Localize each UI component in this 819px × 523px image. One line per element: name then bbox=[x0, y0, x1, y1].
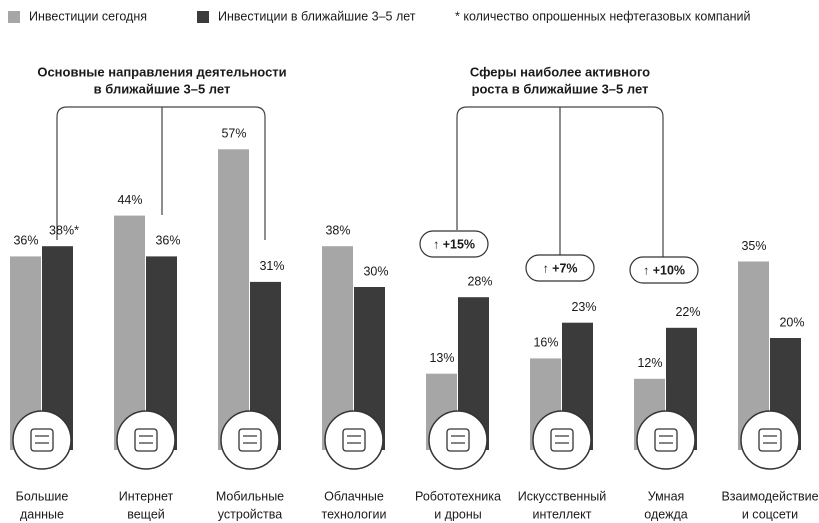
category-label: и дроны bbox=[434, 507, 482, 521]
group-title: Сферы наиболее активного bbox=[470, 64, 650, 79]
icon bbox=[220, 410, 280, 470]
icon-glyph bbox=[550, 428, 574, 452]
icon-glyph bbox=[654, 428, 678, 452]
footnote: * количество опрошенных нефтегазовых ком… bbox=[455, 9, 751, 23]
value-label: 36% bbox=[155, 234, 180, 248]
icon bbox=[116, 410, 176, 470]
icon-glyph bbox=[342, 428, 366, 452]
icon-glyph bbox=[238, 428, 262, 452]
value-label: 36% bbox=[13, 234, 38, 248]
legend-swatch bbox=[197, 11, 209, 23]
value-label: 13% bbox=[429, 351, 454, 365]
category-label: Искусственный bbox=[518, 489, 606, 503]
value-label: 35% bbox=[741, 239, 766, 253]
growth-badge bbox=[419, 230, 489, 258]
group-title: роста в ближайшие 3–5 лет bbox=[472, 81, 649, 96]
growth-badge-label: ↑ +10% bbox=[643, 263, 685, 277]
legend-label: Инвестиции сегодня bbox=[29, 9, 147, 23]
value-label: 31% bbox=[259, 259, 284, 273]
bracket bbox=[56, 106, 266, 240]
value-label: 57% bbox=[221, 127, 246, 141]
icon-glyph bbox=[30, 428, 54, 452]
category-label: интеллект bbox=[533, 507, 592, 521]
icon-glyph bbox=[446, 428, 470, 452]
legend-label: Инвестиции в ближайшие 3–5 лет bbox=[218, 9, 416, 23]
icon bbox=[740, 410, 800, 470]
value-label: 30% bbox=[363, 264, 388, 278]
value-label: 28% bbox=[467, 274, 492, 288]
category-label: Интернет bbox=[119, 489, 174, 503]
icon bbox=[532, 410, 592, 470]
value-label: 38% bbox=[325, 223, 350, 237]
value-label: 22% bbox=[675, 305, 700, 319]
value-label: 44% bbox=[117, 193, 142, 207]
category-label: устройства bbox=[218, 507, 282, 521]
category-label: Облачные bbox=[324, 489, 384, 503]
category-label: Мобильные bbox=[216, 489, 284, 503]
icon-glyph bbox=[758, 428, 782, 452]
category-label: вещей bbox=[127, 507, 165, 521]
growth-badge-label: ↑ +15% bbox=[433, 237, 475, 251]
value-label: 23% bbox=[571, 300, 596, 314]
category-label: Большие bbox=[16, 489, 69, 503]
icon bbox=[428, 410, 488, 470]
legend-swatch bbox=[8, 11, 20, 23]
category-label: и соцсети bbox=[742, 507, 798, 521]
value-label: 20% bbox=[779, 315, 804, 329]
category-label: Умная bbox=[648, 489, 685, 503]
growth-badge bbox=[629, 256, 699, 284]
category-label: технологии bbox=[321, 507, 386, 521]
icon bbox=[12, 410, 72, 470]
growth-badge bbox=[525, 254, 595, 282]
group-title: в ближайшие 3–5 лет bbox=[94, 81, 231, 96]
value-label: 12% bbox=[637, 356, 662, 370]
icon bbox=[636, 410, 696, 470]
bracket bbox=[456, 106, 664, 257]
icon-glyph bbox=[134, 428, 158, 452]
group-title: Основные направления деятельности bbox=[37, 64, 286, 79]
value-label: 38%* bbox=[49, 223, 79, 237]
value-label: 16% bbox=[533, 336, 558, 350]
bar bbox=[218, 149, 249, 451]
category-label: данные bbox=[20, 507, 64, 521]
category-label: Взаимодействие bbox=[721, 489, 818, 503]
category-label: Робототехника bbox=[415, 489, 501, 503]
growth-badge-label: ↑ +7% bbox=[542, 261, 577, 275]
category-label: одежда bbox=[644, 507, 687, 521]
icon bbox=[324, 410, 384, 470]
